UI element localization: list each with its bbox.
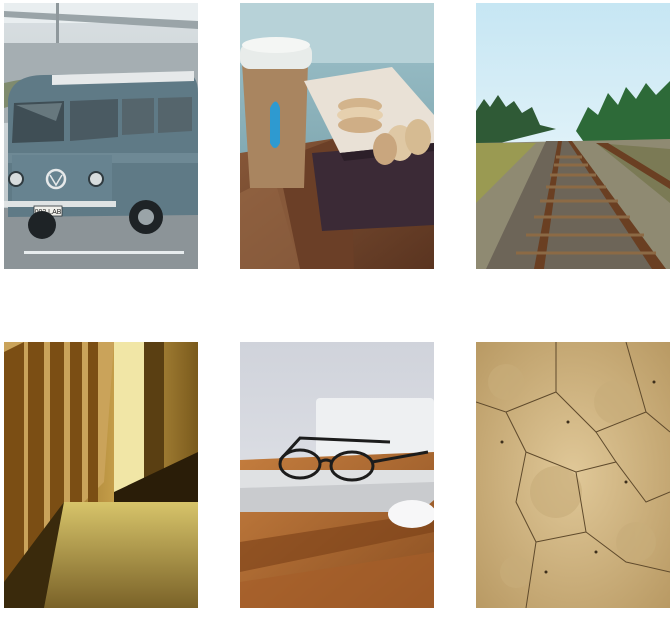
hallway-photo xyxy=(4,342,198,608)
van-photo-link[interactable]: 002 LAB xyxy=(4,3,198,269)
coffee-photo-link[interactable] xyxy=(240,3,434,269)
hallway-photo-link[interactable] xyxy=(4,342,198,608)
van-photo: 002 LAB xyxy=(4,3,198,269)
cracked-earth-photo xyxy=(476,342,670,608)
tracks-photo-link[interactable] xyxy=(476,3,670,269)
glasses-laptop-photo xyxy=(240,342,434,608)
coffee-macarons-photo xyxy=(240,3,434,269)
glasses-photo-link[interactable] xyxy=(240,342,434,608)
railroad-tracks-photo xyxy=(476,3,670,269)
earth-photo-link[interactable] xyxy=(476,342,670,608)
